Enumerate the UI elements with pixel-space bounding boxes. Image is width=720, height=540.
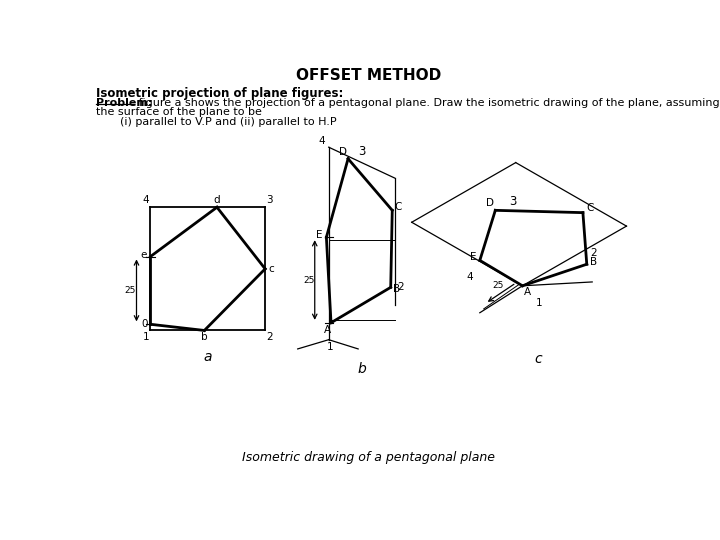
Text: a: a [204,350,212,365]
Text: 4: 4 [467,272,473,281]
Text: A: A [524,287,531,297]
Text: 3: 3 [266,195,273,205]
Text: OFFSET METHOD: OFFSET METHOD [297,68,441,83]
Text: the surface of the plane to be: the surface of the plane to be [96,107,262,117]
Text: Problem:: Problem: [96,98,153,108]
Text: 2: 2 [397,282,404,292]
Text: B: B [590,257,598,267]
Text: 25: 25 [303,275,314,285]
Text: D: D [486,198,494,208]
Text: C: C [586,203,593,213]
Text: E: E [469,252,476,262]
Text: Isometric projection of plane figures:: Isometric projection of plane figures: [96,87,343,100]
Text: 1: 1 [143,333,150,342]
Text: b: b [201,333,207,342]
Text: 3: 3 [509,195,516,208]
Text: c: c [269,264,274,274]
Text: 2: 2 [590,248,597,259]
Text: Isometric drawing of a pentagonal plane: Isometric drawing of a pentagonal plane [243,451,495,464]
Text: e: e [140,250,147,260]
Text: 4: 4 [318,136,325,146]
Text: 3: 3 [359,145,366,158]
Text: 25: 25 [492,281,503,290]
Text: (i) parallel to V.P and (ii) parallel to H.P: (i) parallel to V.P and (ii) parallel to… [106,117,336,127]
Text: b: b [357,362,366,376]
Text: 25: 25 [125,286,136,295]
Text: 1: 1 [536,298,543,308]
Text: c: c [534,352,541,366]
Text: A: A [323,325,330,335]
Text: B: B [392,284,400,294]
Text: d: d [214,195,220,205]
Text: C: C [395,202,402,212]
Text: D: D [339,147,348,157]
Text: 1: 1 [327,342,333,353]
Text: figure a shows the projection of a pentagonal plane. Draw the isometric drawing : figure a shows the projection of a penta… [135,98,719,108]
Text: E: E [316,230,323,240]
Text: 4: 4 [143,195,149,205]
Text: 0: 0 [141,319,148,329]
Text: 2: 2 [266,333,273,342]
